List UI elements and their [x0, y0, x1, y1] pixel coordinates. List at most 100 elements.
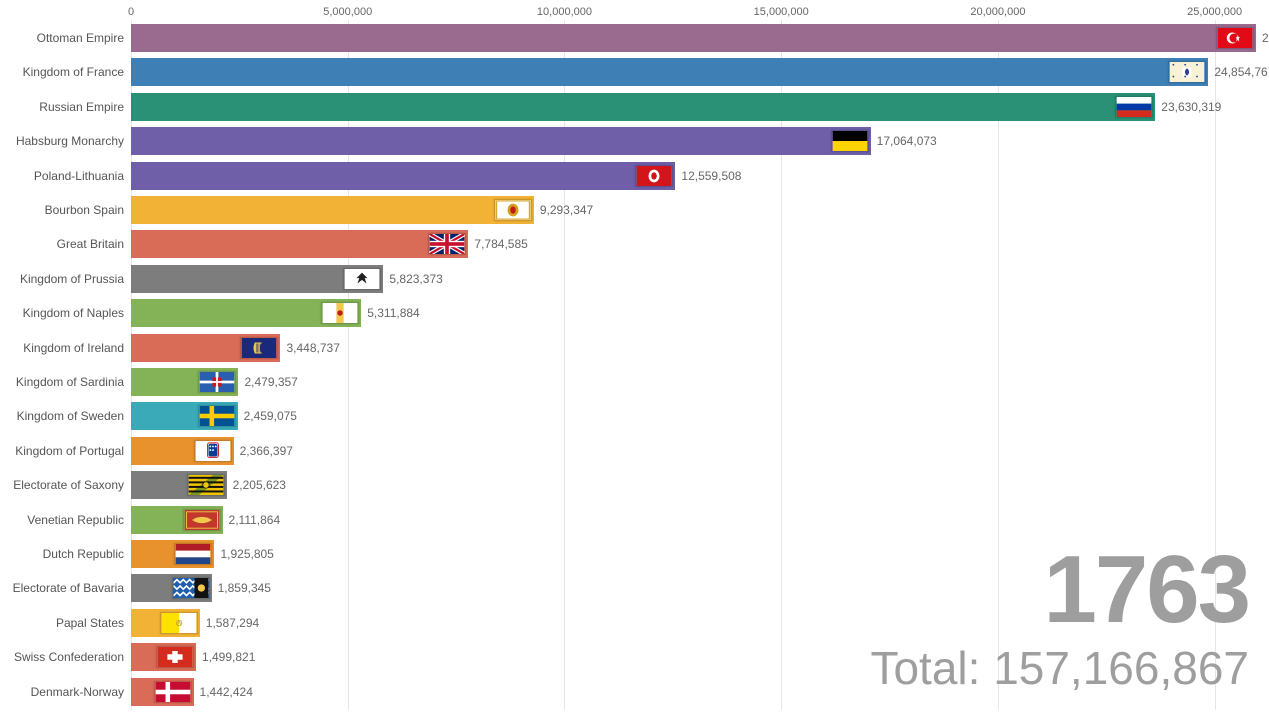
bar: 3,448,737 — [131, 334, 280, 362]
bar-row: Kingdom of Ireland3,448,737 — [0, 334, 1269, 362]
bar-label: Papal States — [3, 616, 128, 630]
bar-value: 25,953,750 — [1262, 31, 1269, 45]
bar-label: Ottoman Empire — [3, 31, 128, 45]
bar-value: 5,311,884 — [367, 306, 420, 320]
bar-label: Bourbon Spain — [3, 203, 128, 217]
bar: 1,859,345 — [131, 574, 212, 602]
bar-label: Venetian Republic — [3, 513, 128, 527]
bar-row: Electorate of Saxony2,205,623 — [0, 471, 1269, 499]
bar-row: Kingdom of Portugal2,366,397 — [0, 437, 1269, 465]
bar-value: 2,459,075 — [244, 409, 297, 423]
bar-value: 23,630,319 — [1161, 100, 1221, 114]
bar-value: 2,205,623 — [233, 478, 286, 492]
bar-row: Ottoman Empire25,953,750 — [0, 24, 1269, 52]
bar-value: 12,559,508 — [681, 169, 741, 183]
bar-label: Kingdom of Prussia — [3, 272, 128, 286]
bar-row: Habsburg Monarchy17,064,073 — [0, 127, 1269, 155]
flag-icon — [1216, 27, 1254, 49]
x-tick: 20,000,000 — [970, 6, 1025, 18]
bar: 2,111,864 — [131, 506, 223, 534]
bar-label: Electorate of Saxony — [3, 478, 128, 492]
bar-track: 1,587,294 — [131, 609, 200, 637]
flag-icon — [240, 337, 278, 359]
bar-value: 17,064,073 — [877, 134, 937, 148]
flag-icon — [831, 130, 869, 152]
flag-icon — [494, 199, 532, 221]
bar: 17,064,073 — [131, 127, 871, 155]
x-tick: 10,000,000 — [537, 6, 592, 18]
flag-icon — [321, 302, 359, 324]
bar-track: 1,859,345 — [131, 574, 212, 602]
bar-row: Venetian Republic2,111,864 — [0, 506, 1269, 534]
bar-race-chart: 05,000,00010,000,00015,000,00020,000,000… — [0, 0, 1269, 715]
bar-value: 5,823,373 — [389, 272, 442, 286]
bar-value: 2,111,864 — [229, 513, 281, 527]
bar-label: Kingdom of Sardinia — [3, 375, 128, 389]
bar-label: Great Britain — [3, 237, 128, 251]
bar-label: Electorate of Bavaria — [3, 581, 128, 595]
bar-track: 25,953,750 — [131, 24, 1256, 52]
bar: 24,854,767 — [131, 58, 1208, 86]
bar-label: Kingdom of France — [3, 65, 128, 79]
flag-icon — [343, 268, 381, 290]
bar: 25,953,750 — [131, 24, 1256, 52]
bar-row: Russian Empire23,630,319 — [0, 93, 1269, 121]
bar-track: 3,448,737 — [131, 334, 280, 362]
bar: 1,925,805 — [131, 540, 214, 568]
bar: 2,366,397 — [131, 437, 234, 465]
flag-icon — [194, 440, 232, 462]
bar-track: 17,064,073 — [131, 127, 871, 155]
bar-label: Habsburg Monarchy — [3, 134, 128, 148]
bar: 7,784,585 — [131, 230, 468, 258]
bar-value: 1,925,805 — [220, 547, 273, 561]
bar-track: 7,784,585 — [131, 230, 468, 258]
bar: 2,459,075 — [131, 402, 238, 430]
bar-track: 2,479,357 — [131, 368, 238, 396]
bar-track: 24,854,767 — [131, 58, 1208, 86]
bar-row: Kingdom of Naples5,311,884 — [0, 299, 1269, 327]
flag-icon — [198, 405, 236, 427]
bar-track: 2,205,623 — [131, 471, 227, 499]
flag-icon — [160, 612, 198, 634]
bar-track: 2,111,864 — [131, 506, 223, 534]
bar-track: 5,311,884 — [131, 299, 361, 327]
flag-icon — [635, 165, 673, 187]
total-prefix: Total: — [870, 642, 993, 694]
bar-label: Swiss Confederation — [3, 650, 128, 664]
bar: 1,587,294 — [131, 609, 200, 637]
total-value: 157,166,867 — [993, 642, 1249, 694]
bar: 1,499,821 — [131, 643, 196, 671]
bar-row: Kingdom of Prussia 5,823,373 — [0, 265, 1269, 293]
bar-label: Kingdom of Sweden — [3, 409, 128, 423]
bar-row: Kingdom of Sardinia2,479,357 — [0, 368, 1269, 396]
bar-row: Great Britain7,784,585 — [0, 230, 1269, 258]
flag-icon — [183, 509, 221, 531]
bar-value: 1,859,345 — [218, 581, 271, 595]
flag-icon — [154, 681, 192, 703]
flag-icon — [172, 577, 210, 599]
bar-track: 1,442,424 — [131, 678, 194, 706]
bar-label: Poland-Lithuania — [3, 169, 128, 183]
bar: 12,559,508 — [131, 162, 675, 190]
flag-icon — [174, 543, 212, 565]
bar-label: Kingdom of Portugal — [3, 444, 128, 458]
bar: 1,442,424 — [131, 678, 194, 706]
bar-value: 2,479,357 — [244, 375, 297, 389]
bar: 2,205,623 — [131, 471, 227, 499]
bar: 9,293,347 — [131, 196, 534, 224]
bar-track: 9,293,347 — [131, 196, 534, 224]
bar-label: Russian Empire — [3, 100, 128, 114]
bar-label: Denmark-Norway — [3, 685, 128, 699]
bar-value: 1,499,821 — [202, 650, 255, 664]
x-tick: 5,000,000 — [323, 6, 372, 18]
bar-row: Kingdom of France24,854,767 — [0, 58, 1269, 86]
bar-track: 2,459,075 — [131, 402, 238, 430]
bar-value: 1,587,294 — [206, 616, 259, 630]
bar-track: 12,559,508 — [131, 162, 675, 190]
bar: 2,479,357 — [131, 368, 238, 396]
bar: 23,630,319 — [131, 93, 1155, 121]
bar-row: Kingdom of Sweden2,459,075 — [0, 402, 1269, 430]
bar-row: Bourbon Spain9,293,347 — [0, 196, 1269, 224]
x-tick: 15,000,000 — [754, 6, 809, 18]
flag-icon — [1168, 61, 1206, 83]
